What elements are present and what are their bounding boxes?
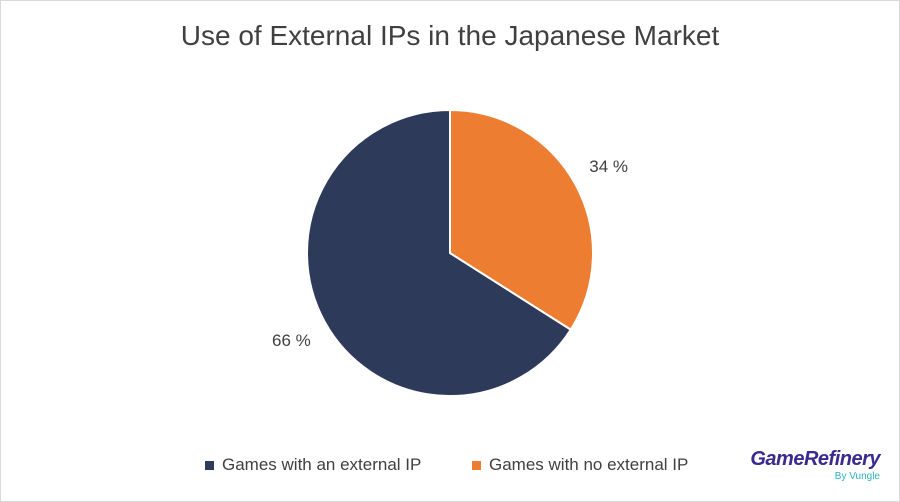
pie-slice-no-external-ip <box>449 108 594 332</box>
pie-slice-external-ip <box>306 108 573 397</box>
legend-label-no-external-ip: Games with no external IP <box>489 455 689 474</box>
legend-label-external-ip: Games with an external IP <box>222 455 422 474</box>
pie-chart: 66 % 34 % <box>272 108 628 397</box>
legend-swatch-external-ip <box>205 460 214 470</box>
legend-item-no-external-ip: Games with no external IP <box>472 455 688 475</box>
chart-legend: Games with an external IP Games with no … <box>0 455 900 475</box>
legend-item-external-ip: Games with an external IP <box>205 455 421 475</box>
data-label-no-external-ip: 34 % <box>589 157 628 176</box>
data-label-external-ip: 66 % <box>272 331 311 350</box>
legend-swatch-no-external-ip <box>472 460 481 470</box>
brand-logo: GameRefinery By Vungle <box>750 448 880 483</box>
chart-title: Use of External IPs in the Japanese Mark… <box>180 20 720 51</box>
brand-byline: By Vungle <box>834 471 880 482</box>
brand-name: GameRefinery <box>750 448 880 470</box>
